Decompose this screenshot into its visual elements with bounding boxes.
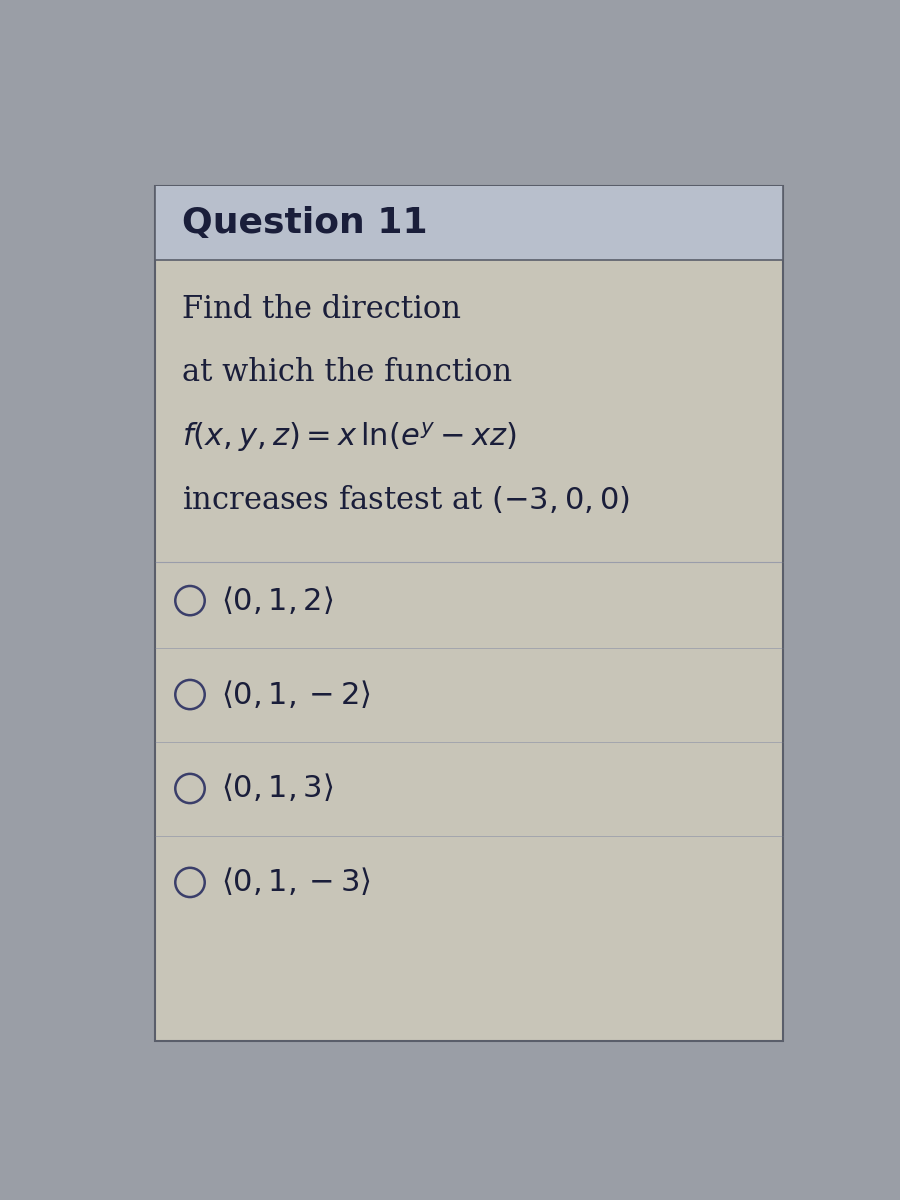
Text: $\langle 0, 1, -2 \rangle$: $\langle 0, 1, -2 \rangle$ — [221, 678, 371, 710]
Text: Question 11: Question 11 — [182, 206, 428, 240]
Text: $\langle 0, 1, 2 \rangle$: $\langle 0, 1, 2 \rangle$ — [221, 584, 334, 617]
Text: increases fastest at $(-3, 0, 0)$: increases fastest at $(-3, 0, 0)$ — [182, 484, 630, 516]
Bar — [155, 186, 783, 259]
Text: $\langle 0, 1, 3 \rangle$: $\langle 0, 1, 3 \rangle$ — [221, 773, 334, 804]
Text: $f(x, y, z) = x\,\ln(e^y - xz)$: $f(x, y, z) = x\,\ln(e^y - xz)$ — [182, 420, 517, 455]
Text: Find the direction: Find the direction — [182, 294, 461, 325]
Text: at which the function: at which the function — [182, 358, 512, 389]
Text: $\langle 0, 1, -3 \rangle$: $\langle 0, 1, -3 \rangle$ — [221, 866, 371, 899]
